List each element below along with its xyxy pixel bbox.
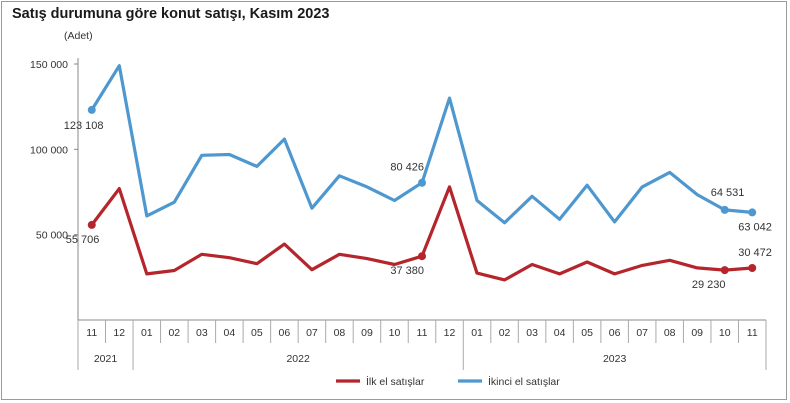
x-tick-label: 04	[554, 327, 566, 339]
x-tick-label: 08	[334, 327, 346, 339]
data-point-marker	[720, 205, 729, 214]
x-tick-label: 01	[471, 327, 483, 339]
chart-title: Satış durumuna göre konut satışı, Kasım …	[12, 6, 330, 22]
x-tick-label: 02	[168, 327, 180, 339]
x-tick-label: 10	[389, 327, 401, 339]
x-tick-label: 05	[251, 327, 263, 339]
data-label: 80 426	[390, 162, 424, 174]
data-label: 63 042	[738, 221, 772, 233]
x-tick-label: 04	[224, 327, 236, 339]
data-point-marker	[748, 263, 757, 272]
legend-label: İlk el satışlar	[366, 375, 425, 388]
x-tick-label: 10	[719, 327, 731, 339]
series-line-ikinci-el	[90, 64, 754, 225]
y-tick-label: 50 000	[36, 230, 68, 242]
data-label: 123 108	[64, 120, 104, 132]
legend-label: İkinci el satışlar	[488, 375, 560, 388]
x-tick-label: 07	[636, 327, 648, 339]
data-point-marker	[418, 178, 426, 187]
x-tick-label: 03	[526, 327, 538, 339]
x-tick-label: 06	[609, 327, 621, 339]
data-point-marker	[720, 266, 729, 275]
data-point-marker	[87, 105, 96, 114]
x-tick-label: 05	[581, 327, 593, 339]
x-tick-label: 11	[747, 327, 758, 339]
data-label: 29 230	[692, 279, 726, 291]
data-point-marker	[748, 208, 757, 217]
x-tick-label: 07	[306, 327, 318, 339]
year-group-label: 2023	[603, 353, 627, 365]
data-label: 55 706	[66, 234, 100, 246]
x-tick-label: 09	[361, 327, 373, 339]
x-tick-label: 12	[444, 327, 456, 339]
x-tick-label: 08	[664, 327, 676, 339]
x-tick-label: 01	[141, 327, 153, 339]
x-tick-label: 02	[499, 327, 511, 339]
x-tick-label: 03	[196, 327, 208, 339]
x-tick-label: 06	[279, 327, 291, 339]
y-axis-unit-label: (Adet)	[64, 30, 93, 42]
data-label: 30 472	[738, 247, 772, 259]
x-tick-label: 12	[113, 327, 125, 339]
data-label: 64 531	[711, 187, 745, 199]
data-point-marker	[87, 220, 96, 229]
year-group-label: 2021	[94, 353, 118, 365]
x-tick-label: 11	[86, 327, 97, 339]
y-tick-label: 150 000	[30, 59, 68, 71]
data-point-marker	[418, 252, 426, 261]
y-tick-label: 100 000	[30, 144, 68, 156]
data-label: 37 380	[390, 265, 424, 277]
year-group-label: 2022	[286, 353, 310, 365]
x-tick-label: 09	[691, 327, 703, 339]
x-tick-label: 11	[417, 327, 428, 339]
